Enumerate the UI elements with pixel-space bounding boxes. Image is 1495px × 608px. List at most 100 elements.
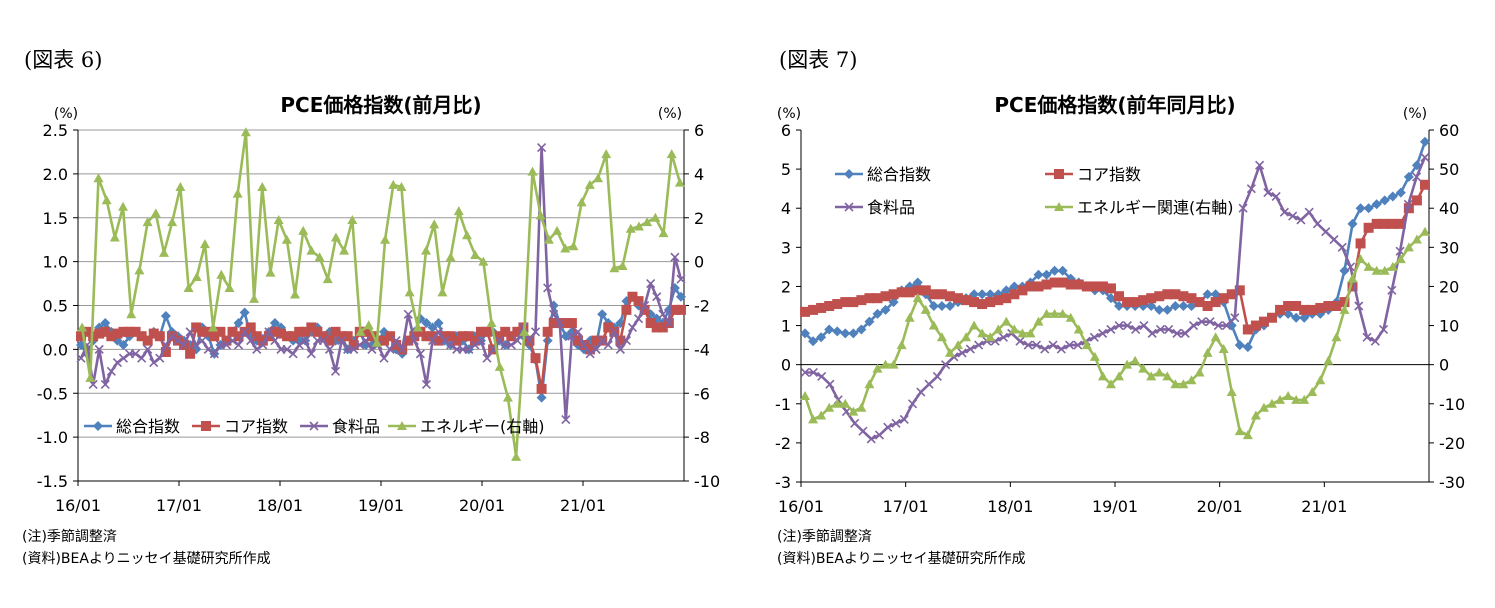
data-point <box>380 234 391 244</box>
series-line <box>805 156 1427 441</box>
series-square <box>800 179 1430 335</box>
data-point <box>985 332 996 342</box>
data-point <box>1097 281 1108 292</box>
data-point <box>1089 351 1100 361</box>
data-point <box>872 308 883 319</box>
data-point <box>1419 136 1430 147</box>
data-point <box>1411 195 1422 206</box>
data-point <box>920 285 931 296</box>
data-point <box>1073 324 1084 334</box>
data-point <box>234 340 244 350</box>
data-point <box>337 336 347 346</box>
data-point <box>1307 387 1318 397</box>
data-point <box>1155 324 1166 335</box>
data-point <box>415 326 426 337</box>
data-point <box>1105 379 1116 389</box>
data-point <box>294 340 304 350</box>
data-point <box>1213 320 1223 331</box>
data-point <box>93 173 104 183</box>
y2-tick-label: 30 <box>1439 238 1459 257</box>
data-point <box>1371 265 1382 275</box>
data-point <box>816 410 827 420</box>
data-point <box>1379 218 1390 229</box>
data-point <box>617 261 628 271</box>
data-point <box>1354 301 1364 311</box>
data-point <box>1347 281 1358 292</box>
data-point <box>240 327 250 337</box>
data-point <box>134 265 145 275</box>
data-point <box>800 367 810 378</box>
data-point <box>840 398 851 408</box>
data-point <box>1202 301 1213 311</box>
series-x <box>800 152 1430 444</box>
data-point <box>1331 301 1342 311</box>
data-point <box>148 328 159 339</box>
data-point <box>355 340 365 350</box>
data-point <box>1242 324 1253 335</box>
data-point <box>232 188 243 198</box>
data-point <box>469 335 480 346</box>
data-point <box>542 326 553 337</box>
data-point <box>1379 265 1390 275</box>
data-point <box>118 201 129 211</box>
data-point <box>1238 203 1248 213</box>
data-point <box>1395 218 1406 229</box>
data-point <box>519 326 530 336</box>
data-point <box>1017 285 1028 296</box>
data-point <box>1329 234 1339 245</box>
data-point <box>1250 410 1261 420</box>
data-point <box>1234 285 1245 296</box>
data-point <box>512 336 522 346</box>
data-point <box>615 335 626 346</box>
data-point <box>451 335 462 346</box>
data-point <box>1255 160 1265 170</box>
x-tick-label: 19/01 <box>358 496 404 515</box>
data-point <box>1403 242 1414 252</box>
data-point <box>961 332 972 342</box>
data-point <box>446 340 456 350</box>
data-point <box>421 379 432 390</box>
data-point <box>470 340 480 350</box>
data-point <box>601 149 612 159</box>
data-point <box>974 340 984 350</box>
data-point <box>888 289 899 300</box>
x-tick-label: 20/01 <box>459 496 505 515</box>
data-point <box>264 327 274 337</box>
data-point <box>1387 261 1398 271</box>
data-point <box>500 326 511 337</box>
data-point <box>560 318 571 329</box>
data-point <box>1371 218 1382 229</box>
data-point <box>208 322 219 332</box>
data-point <box>658 309 668 319</box>
data-point <box>347 214 358 224</box>
data-point <box>433 335 444 346</box>
data-point <box>265 267 276 277</box>
data-point <box>800 328 811 339</box>
data-point <box>1230 313 1240 323</box>
data-point <box>1210 297 1221 308</box>
data-point <box>1242 342 1253 353</box>
data-point <box>100 318 111 329</box>
data-point <box>457 331 468 342</box>
data-point <box>1202 289 1213 300</box>
legend-item: エネルギー(右軸) <box>388 417 545 436</box>
data-point <box>676 274 686 284</box>
data-point <box>824 402 835 412</box>
data-point <box>185 327 195 337</box>
data-point <box>1299 304 1310 315</box>
data-point <box>1226 289 1237 300</box>
data-point <box>1234 426 1245 436</box>
data-point <box>1056 344 1066 354</box>
y-tick-label: -1.0 <box>37 428 68 447</box>
data-point <box>512 326 523 337</box>
data-point <box>536 383 547 394</box>
note-source: (資料)BEAよりニッセイ基礎研究所作成 <box>22 551 271 567</box>
y-tick-label: 1 <box>781 317 791 336</box>
data-point <box>993 295 1004 306</box>
data-point <box>1114 291 1125 302</box>
data-point <box>476 336 486 346</box>
y2-tick-label: -30 <box>1439 473 1465 492</box>
data-point <box>858 426 868 436</box>
data-point <box>977 289 988 300</box>
data-point <box>1114 371 1125 381</box>
